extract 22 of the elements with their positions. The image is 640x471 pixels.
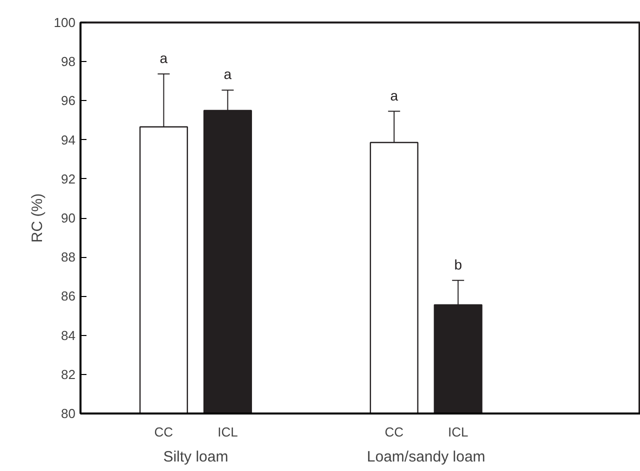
- y-tick-label: 84: [61, 328, 76, 343]
- y-tick-label: 98: [61, 54, 76, 70]
- y-axis-title: RC (%): [28, 193, 46, 243]
- annotation: a: [224, 66, 232, 82]
- y-tick-label: 94: [61, 132, 76, 148]
- y-tick-label: 100: [54, 15, 76, 30]
- annotation: a: [160, 50, 168, 66]
- y-tick-label: 92: [61, 171, 76, 186]
- text: Loam/sandy loam: [366, 448, 486, 466]
- y-tick-label: 88: [61, 250, 76, 265]
- text: Silty loam: [163, 448, 228, 466]
- y-tick-label: 86: [61, 288, 76, 304]
- y-tick-label: 80: [61, 406, 76, 421]
- x-tick-label: ICL: [218, 424, 238, 440]
- x-tick-label: CC: [154, 424, 174, 440]
- y-tick-label: 90: [61, 210, 76, 226]
- annotation: a: [390, 87, 398, 104]
- annotation: b: [454, 256, 462, 272]
- y-tick-label: 96: [61, 93, 76, 108]
- x-tick-label: CC: [384, 424, 404, 440]
- y-tick-label: 82: [61, 366, 76, 382]
- x-tick-label: ICL: [448, 424, 468, 440]
